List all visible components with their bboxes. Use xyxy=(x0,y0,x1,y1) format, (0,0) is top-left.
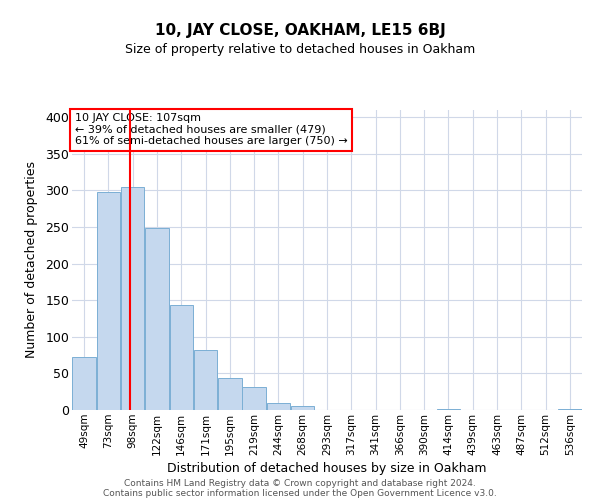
Bar xyxy=(73,356,96,410)
Text: Contains public sector information licensed under the Open Government Licence v3: Contains public sector information licen… xyxy=(103,488,497,498)
Bar xyxy=(242,386,266,410)
Bar xyxy=(266,404,290,410)
Text: 10, JAY CLOSE, OAKHAM, LE15 6BJ: 10, JAY CLOSE, OAKHAM, LE15 6BJ xyxy=(155,22,445,38)
Text: Contains HM Land Registry data © Crown copyright and database right 2024.: Contains HM Land Registry data © Crown c… xyxy=(124,478,476,488)
Bar xyxy=(437,408,460,410)
Bar xyxy=(145,228,169,410)
Text: 10 JAY CLOSE: 107sqm
← 39% of detached houses are smaller (479)
61% of semi-deta: 10 JAY CLOSE: 107sqm ← 39% of detached h… xyxy=(74,113,347,146)
Bar xyxy=(194,350,217,410)
Bar xyxy=(558,408,581,410)
Y-axis label: Number of detached properties: Number of detached properties xyxy=(25,162,38,358)
Bar xyxy=(97,192,120,410)
Text: Size of property relative to detached houses in Oakham: Size of property relative to detached ho… xyxy=(125,42,475,56)
Bar xyxy=(121,187,145,410)
X-axis label: Distribution of detached houses by size in Oakham: Distribution of detached houses by size … xyxy=(167,462,487,475)
Bar xyxy=(218,378,242,410)
Bar xyxy=(291,406,314,410)
Bar xyxy=(170,304,193,410)
